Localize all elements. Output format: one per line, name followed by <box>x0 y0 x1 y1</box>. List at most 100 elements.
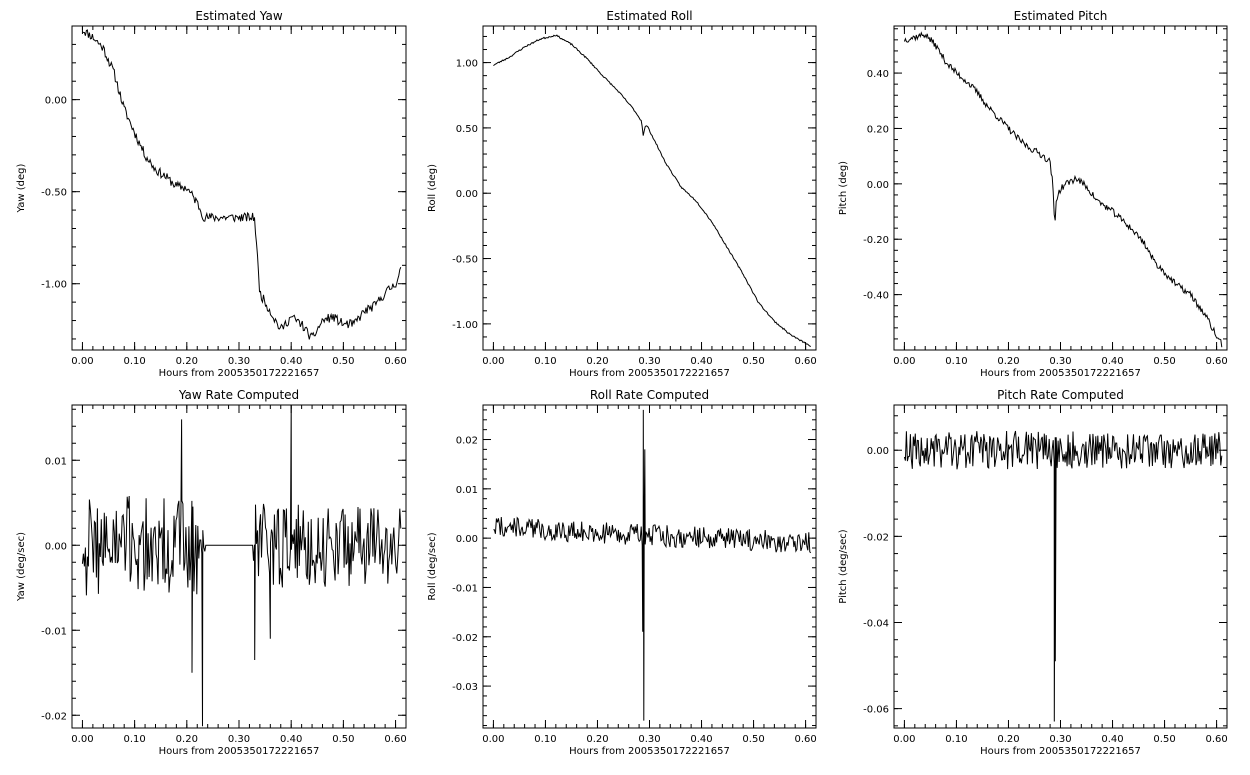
plot-frame <box>893 25 1228 351</box>
x-tick-label: 0.00 <box>482 356 504 367</box>
chart-title: Estimated Pitch <box>1014 9 1108 23</box>
x-tick-label: 0.40 <box>280 356 302 367</box>
chart-title: Yaw Rate Computed <box>178 388 299 402</box>
x-tick-label: 0.00 <box>893 734 915 745</box>
chart-title: Roll Rate Computed <box>590 388 709 402</box>
x-tick-label: 0.40 <box>1101 734 1123 745</box>
chart-roll-rate: Roll Rate Computed Hours from 20053501722… <box>427 388 817 757</box>
y-tick-label: -0.01 <box>452 583 478 594</box>
x-tick-label: 0.40 <box>280 734 302 745</box>
y-tick-label: -0.02 <box>452 633 478 644</box>
x-tick-label: 0.00 <box>482 734 504 745</box>
x-tick-label: 0.50 <box>1153 356 1175 367</box>
x-axis-label: Hours from 2005350172221657 <box>159 746 320 757</box>
y-tick-label: 0.00 <box>867 446 889 457</box>
x-tick-label: 0.50 <box>742 356 764 367</box>
x-tick-label: 0.30 <box>638 734 660 745</box>
x-tick-label: 0.20 <box>586 734 608 745</box>
x-tick-label: 0.10 <box>534 356 556 367</box>
x-tick-label: 0.50 <box>332 734 354 745</box>
chart-title: Pitch Rate Computed <box>997 388 1124 402</box>
plot-frame <box>482 404 817 729</box>
y-tick-label: 0.00 <box>45 541 67 552</box>
y-tick-label: 0.01 <box>45 456 67 467</box>
y-tick-label: -1.00 <box>41 280 67 291</box>
x-axis-label: Hours from 2005350172221657 <box>569 368 730 379</box>
y-tick-label: 0.02 <box>456 436 478 447</box>
y-tick-label: -0.40 <box>863 291 889 302</box>
series-line <box>903 31 1223 348</box>
x-tick-label: 0.60 <box>384 734 406 745</box>
x-tick-label: 0.50 <box>332 356 354 367</box>
y-tick-label: -0.02 <box>41 711 67 722</box>
series-line <box>81 404 402 727</box>
x-tick-label: 0.30 <box>1049 356 1071 367</box>
x-tick-label: 0.00 <box>893 356 915 367</box>
x-tick-label: 0.00 <box>71 734 93 745</box>
y-tick-label: -0.01 <box>41 626 67 637</box>
y-tick-label: 0.50 <box>456 124 478 135</box>
y-tick-label: 0.00 <box>456 189 478 200</box>
y-tick-label: 1.00 <box>456 59 478 70</box>
y-tick-label: -1.00 <box>452 320 478 331</box>
y-axis-label: Yaw (deg) <box>16 163 27 213</box>
chart-pitch-rate: Pitch Rate Computed Hours from 2005350172… <box>838 388 1228 757</box>
y-axis-label: Yaw (deg/sec) <box>16 532 27 602</box>
chart-title: Estimated Roll <box>606 9 692 23</box>
series-line <box>493 34 811 347</box>
plot-frame <box>482 25 817 351</box>
chart-pitch: Estimated Pitch Hours from 20053501722216… <box>838 9 1228 379</box>
x-tick-label: 0.50 <box>742 734 764 745</box>
series-line <box>82 29 402 340</box>
y-axis-label: Pitch (deg/sec) <box>838 529 849 604</box>
x-axis-label: Hours from 2005350172221657 <box>980 746 1141 757</box>
y-axis-label: Pitch (deg) <box>838 161 849 215</box>
y-tick-label: 0.01 <box>456 485 478 496</box>
x-tick-label: 0.60 <box>1205 356 1227 367</box>
x-tick-label: 0.10 <box>945 734 967 745</box>
x-tick-label: 0.20 <box>176 356 198 367</box>
x-tick-label: 0.30 <box>1049 734 1071 745</box>
y-tick-label: -0.20 <box>863 235 889 246</box>
x-tick-label: 0.20 <box>586 356 608 367</box>
plot-frame <box>71 25 407 351</box>
y-tick-label: 0.20 <box>867 124 889 135</box>
x-tick-label: 0.60 <box>794 734 816 745</box>
x-tick-label: 0.10 <box>534 734 556 745</box>
x-tick-label: 0.20 <box>176 734 198 745</box>
x-tick-label: 0.30 <box>228 356 250 367</box>
y-axis-label: Roll (deg) <box>427 164 438 212</box>
chart-yaw-rate: Yaw Rate Computed Hours from 200535017222… <box>16 388 407 757</box>
y-axis-label: Roll (deg/sec) <box>427 532 438 600</box>
x-axis-label: Hours from 2005350172221657 <box>569 746 730 757</box>
y-tick-label: 0.00 <box>456 534 478 545</box>
chart-roll: Estimated Roll Hours from 200535017222165… <box>427 9 817 379</box>
y-tick-label: -0.50 <box>452 255 478 266</box>
x-tick-label: 0.10 <box>945 356 967 367</box>
x-tick-label: 0.20 <box>997 734 1019 745</box>
x-tick-label: 0.60 <box>1205 734 1227 745</box>
x-tick-label: 0.10 <box>123 356 145 367</box>
y-tick-label: -0.03 <box>452 682 478 693</box>
x-tick-label: 0.20 <box>997 356 1019 367</box>
series-line <box>903 430 1223 722</box>
chart-title: Estimated Yaw <box>195 9 282 23</box>
x-tick-label: 0.10 <box>123 734 145 745</box>
x-axis-label: Hours from 2005350172221657 <box>159 368 320 379</box>
series-line <box>493 409 812 721</box>
x-tick-label: 0.50 <box>1153 734 1175 745</box>
plot-frame <box>71 404 407 729</box>
x-tick-label: 0.40 <box>690 734 712 745</box>
x-axis-label: Hours from 2005350172221657 <box>980 368 1141 379</box>
y-tick-label: 0.00 <box>45 96 67 107</box>
y-tick-label: 0.40 <box>867 69 889 80</box>
x-tick-label: 0.30 <box>638 356 660 367</box>
y-tick-label: -0.04 <box>863 618 889 629</box>
y-tick-label: -0.50 <box>41 188 67 199</box>
y-tick-label: -0.06 <box>863 705 889 716</box>
x-tick-label: 0.40 <box>1101 356 1123 367</box>
x-tick-label: 0.60 <box>794 356 816 367</box>
x-tick-label: 0.30 <box>228 734 250 745</box>
x-tick-label: 0.40 <box>690 356 712 367</box>
